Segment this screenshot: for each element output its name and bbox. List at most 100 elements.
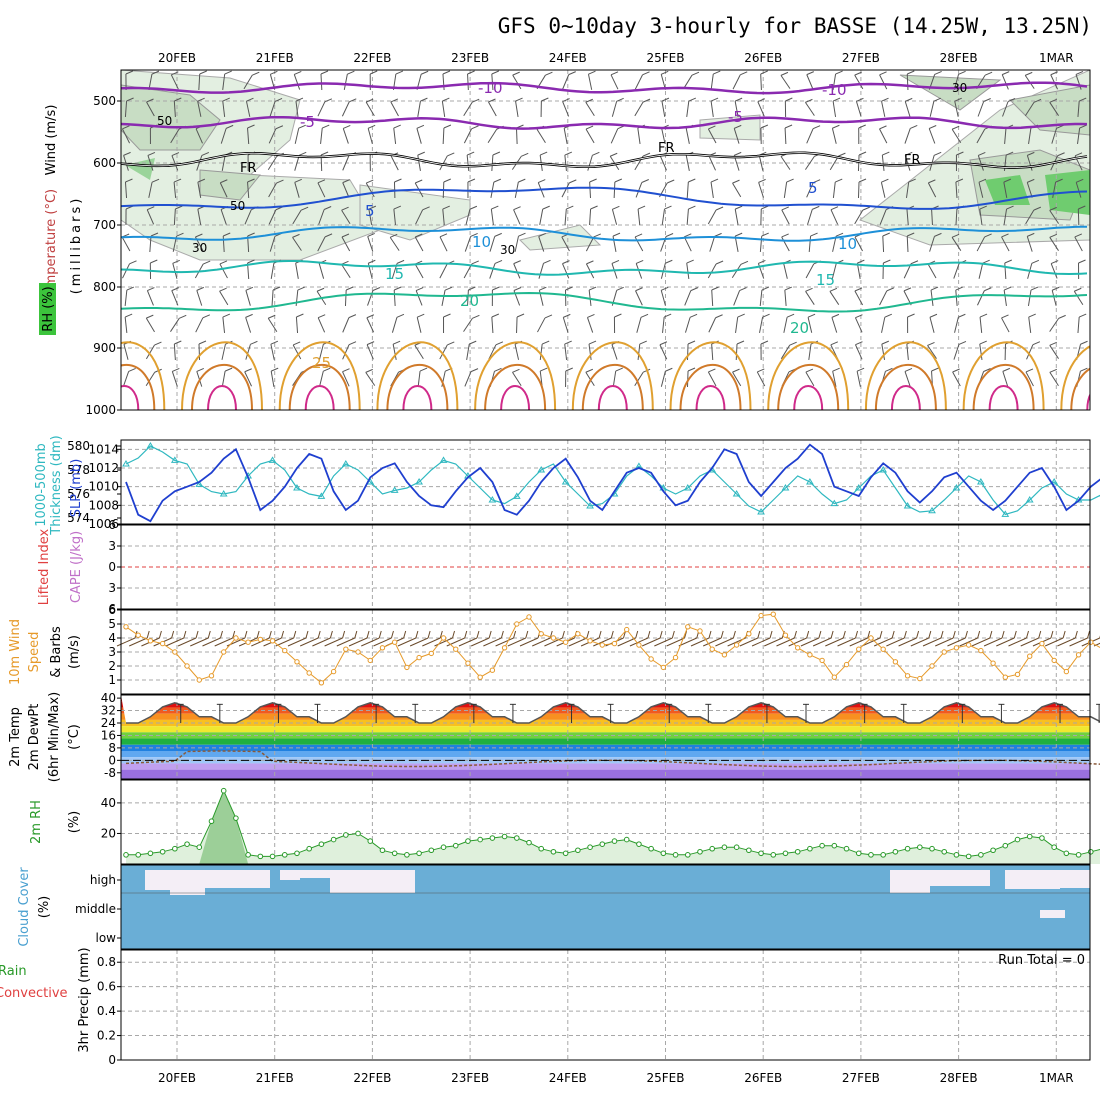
- wind-barb-flag: [443, 178, 451, 183]
- wind-barb: [683, 74, 693, 90]
- wind10-barb-flag: [903, 630, 907, 639]
- wind-barb: [389, 237, 400, 251]
- wind-barb: [733, 290, 741, 306]
- wind-barb: [415, 209, 424, 225]
- wind-barb: [759, 317, 764, 333]
- wind-barb-flag: [688, 97, 697, 102]
- tick-label: 0.6: [97, 980, 116, 994]
- rh-point: [965, 853, 972, 860]
- wind10-point: [391, 639, 398, 645]
- wind-barb: [686, 208, 689, 226]
- wind-barb-flag: [585, 125, 594, 130]
- thickness-marker: [122, 460, 130, 467]
- wind10-barb-flag: [842, 630, 846, 639]
- wind10-barb-flag: [378, 630, 382, 639]
- wind-barb: [804, 102, 815, 116]
- cape-axis-ticks: 6 3 0 3 6: [108, 518, 121, 616]
- wind-barb: [318, 209, 325, 225]
- wind-barb-flag: [760, 70, 768, 75]
- tick-label: 40: [101, 796, 116, 810]
- wind-barb: [1026, 182, 1033, 198]
- wind-barb-flag: [320, 151, 329, 156]
- tick-label: middle: [75, 902, 116, 916]
- rh-point: [514, 835, 520, 841]
- wind-barb: [906, 182, 910, 198]
- rh-point: [233, 815, 239, 821]
- wind10-barb: [275, 637, 294, 647]
- wind-barb: [807, 209, 813, 225]
- wind-barb: [342, 371, 350, 387]
- wind-barb-flag: [1033, 98, 1042, 103]
- wind-barb: [906, 208, 909, 226]
- wind-barb-flag: [324, 98, 333, 103]
- rh-point: [184, 841, 190, 847]
- wind-barb-flag: [958, 340, 967, 345]
- wind10-barb: [519, 637, 539, 647]
- wind10-barb-flag: [183, 630, 187, 639]
- rh-point: [391, 850, 398, 857]
- label-precip-unit: 3hr Precip (mm): [77, 947, 92, 1052]
- wind-barb: [805, 291, 815, 305]
- wind-barb: [491, 154, 494, 172]
- wind10-point: [453, 646, 459, 652]
- wind-barb: [195, 128, 203, 144]
- label-precip-conv: Convective: [0, 986, 68, 1001]
- tick-label: 580: [67, 439, 90, 453]
- wind-barb-flag: [563, 313, 571, 318]
- wind10-point: [648, 656, 654, 662]
- wind-barb-flag: [541, 340, 550, 345]
- wind-barb-flag: [150, 259, 158, 264]
- cloud-axis-ticks: high middle low: [75, 873, 121, 945]
- wind-barb: [562, 74, 570, 90]
- wind-barb-flag: [544, 314, 553, 319]
- contour-30: [191, 364, 253, 410]
- wind-barb-flag: [757, 98, 766, 103]
- rh-point: [648, 845, 654, 852]
- wind-barb: [365, 372, 376, 386]
- wind-barb-flag: [761, 232, 769, 237]
- contour-35: [402, 385, 433, 410]
- wind-barb-flag: [1049, 341, 1057, 346]
- wind-barb: [441, 101, 446, 117]
- wind-barb-flag: [493, 178, 502, 183]
- tick-label: high: [90, 873, 116, 887]
- wind10-point: [477, 674, 483, 680]
- contour-30: [972, 364, 1035, 410]
- wind-barb-flag: [612, 205, 620, 210]
- wind-barb: [979, 209, 983, 225]
- tick-label: 700: [93, 218, 116, 232]
- wind10-barb: [422, 637, 441, 647]
- contour-25: [376, 341, 459, 410]
- thickness-marker: [415, 478, 423, 485]
- wind-barb: [292, 237, 302, 251]
- wind10-barb: [458, 637, 478, 647]
- wind-barb: [467, 73, 469, 91]
- wind-barb-flag: [316, 287, 325, 292]
- wind-barb: [707, 263, 717, 279]
- wind-barb-flag: [220, 179, 228, 184]
- wind-barb-flag: [122, 125, 130, 130]
- wind-barb: [247, 127, 250, 145]
- wind-barb-flag: [978, 178, 987, 183]
- tick-label: 0: [108, 753, 116, 767]
- wind-barb-flag: [614, 313, 622, 318]
- wind-barb: [243, 74, 253, 90]
- isotherm-label-fr3: FR: [904, 153, 921, 168]
- wind10-barb: [935, 637, 954, 647]
- wind-barb: [976, 236, 986, 252]
- wind-barb: [270, 371, 275, 387]
- rh-region-moist: [899, 74, 1002, 111]
- rh-point: [1026, 833, 1033, 840]
- wind10-barb-flag: [464, 630, 468, 639]
- wind-barb: [467, 289, 469, 307]
- thickness-marker: [879, 466, 888, 473]
- wind10-barb-flag: [195, 630, 199, 639]
- date-label: 25FEB: [647, 51, 685, 65]
- label-cloud: Cloud Cover: [17, 867, 32, 947]
- wind10-barb-flag: [439, 630, 443, 639]
- contour-35: [890, 385, 921, 410]
- wind10-barb: [324, 637, 343, 647]
- wind-barb: [417, 370, 421, 388]
